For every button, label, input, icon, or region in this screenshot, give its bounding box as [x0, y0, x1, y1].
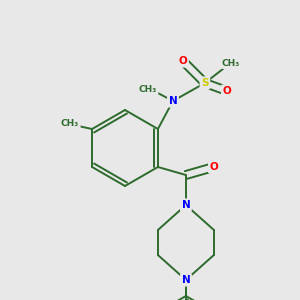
Text: O: O: [209, 162, 218, 172]
Text: S: S: [201, 78, 209, 88]
Text: CH₃: CH₃: [61, 119, 79, 128]
Text: N: N: [169, 96, 177, 106]
Text: CH₃: CH₃: [222, 58, 240, 68]
Text: N: N: [182, 275, 190, 285]
Text: N: N: [182, 200, 190, 210]
Text: O: O: [223, 86, 231, 96]
Text: CH₃: CH₃: [139, 85, 157, 94]
Text: O: O: [178, 56, 187, 66]
